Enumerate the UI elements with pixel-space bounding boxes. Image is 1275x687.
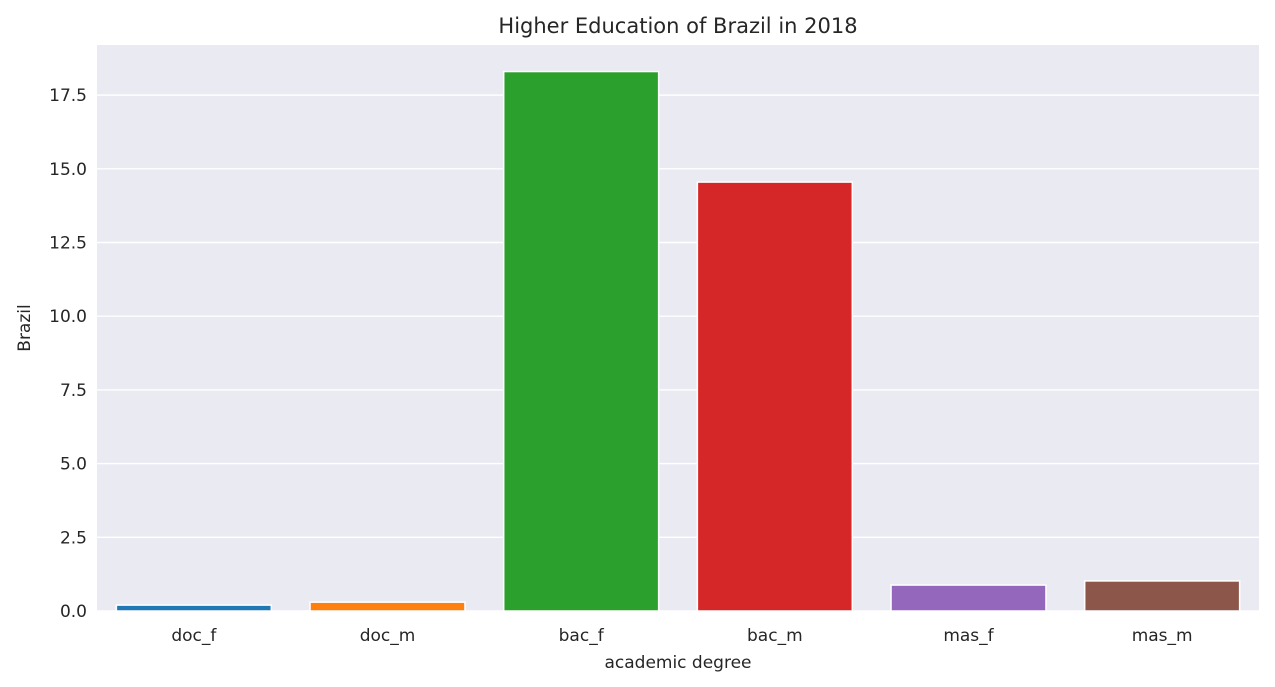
y-tick-label: 12.5: [49, 234, 87, 254]
bar-bac-f: [502, 70, 660, 612]
x-tick-label: mas_f: [943, 626, 994, 646]
chart-title: Higher Education of Brazil in 2018: [498, 14, 857, 38]
y-tick-label: 15.0: [49, 160, 87, 180]
bar-doc-f: [115, 604, 273, 612]
y-tick-label: 17.5: [49, 86, 87, 106]
bar-mas-m: [1083, 580, 1241, 612]
x-tick-label: doc_m: [360, 626, 416, 646]
x-tick-label: mas_m: [1132, 626, 1193, 646]
y-tick-label: 0.0: [60, 602, 87, 622]
bar-mas-f: [890, 584, 1047, 612]
bar-bac-m: [696, 181, 854, 612]
gridlines: [97, 94, 1259, 612]
y-tick-label: 10.0: [49, 307, 87, 327]
bar-doc-m: [309, 601, 466, 612]
y-tick-labels: 0.0 2.5 5.0 7.5 10.0 12.5 15.0 17.5: [49, 86, 87, 622]
x-tick-label: bac_m: [747, 626, 803, 646]
x-tick-labels: doc_f doc_m bac_f bac_m mas_f mas_m: [171, 626, 1192, 646]
y-tick-label: 2.5: [60, 528, 87, 548]
plot-background: [97, 45, 1259, 611]
y-axis-label: Brazil: [15, 304, 35, 351]
x-tick-label: bac_f: [559, 626, 605, 646]
y-tick-label: 7.5: [60, 381, 87, 401]
x-axis-label: academic degree: [604, 653, 751, 673]
bars: [115, 70, 1241, 612]
x-tick-label: doc_f: [171, 626, 217, 646]
y-tick-label: 5.0: [60, 455, 87, 475]
